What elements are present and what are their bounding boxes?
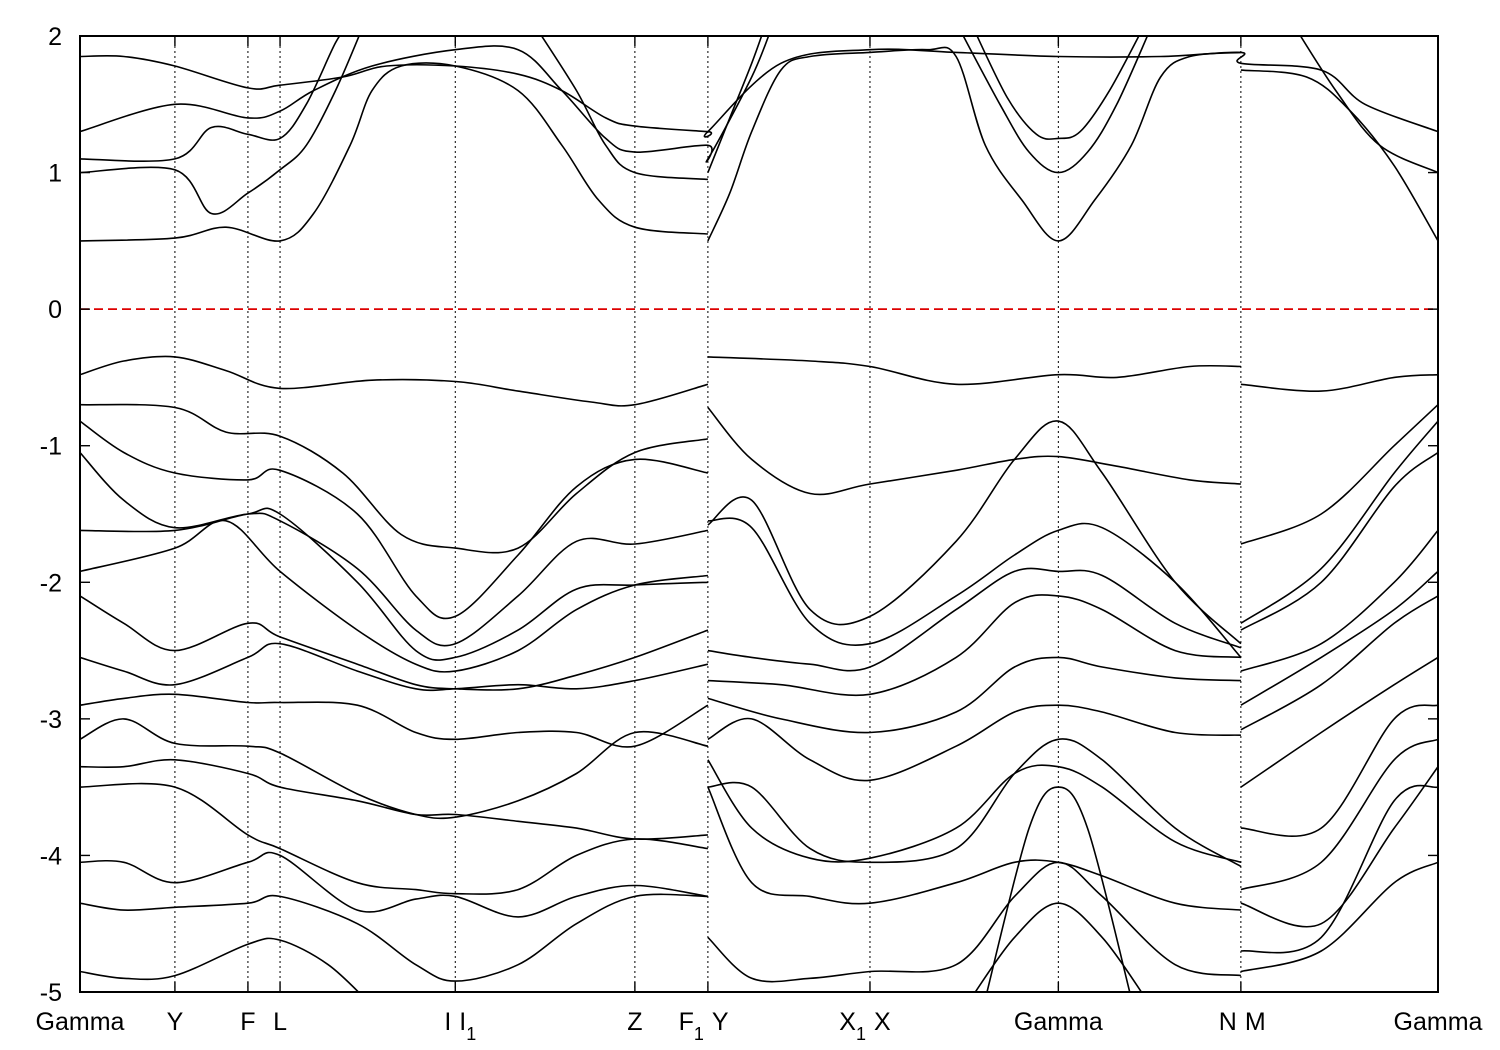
band-line-27: [80, 519, 709, 673]
y-tick-label: -3: [40, 706, 62, 734]
high-symmetry-lines: [174, 36, 1242, 992]
kpoint-label: N: [1219, 1008, 1237, 1036]
band-line-5: [540, 36, 708, 181]
kpoint-label: X1: [839, 1008, 866, 1044]
band-line-44: [1240, 766, 1438, 928]
band-line-36: [80, 693, 709, 748]
kpoint-label-subscript: 1: [466, 1024, 476, 1044]
kpoint-label: X: [874, 1008, 891, 1036]
band-line-22: [707, 517, 1242, 658]
band-line-4: [80, 62, 708, 242]
band-line-41: [1240, 738, 1438, 891]
y-tick-label: 2: [48, 23, 62, 51]
y-tick-label: 0: [48, 296, 62, 324]
band-line-43: [707, 786, 1241, 911]
band-line-53: [1240, 861, 1438, 973]
band-line-42: [80, 758, 708, 840]
band-lines: [80, 36, 1438, 992]
kpoint-label: I1: [459, 1008, 476, 1044]
band-line-49: [80, 937, 360, 992]
band-line-19: [707, 420, 1242, 645]
band-line-23: [1240, 451, 1438, 631]
band-line-28: [707, 594, 1241, 697]
band-line-18: [80, 420, 709, 620]
band-line-15: [80, 403, 709, 554]
y-tick-label: -2: [40, 569, 62, 597]
band-line-46: [1240, 784, 1438, 954]
band-line-2: [80, 36, 341, 162]
band-line-30: [80, 595, 709, 691]
band-line-0: [80, 48, 1438, 138]
band-line-37: [707, 738, 1242, 868]
band-line-13: [707, 356, 1241, 386]
band-line-3: [80, 36, 360, 215]
y-tick-label: -1: [40, 433, 62, 461]
kpoint-label: M: [1245, 1008, 1266, 1036]
band-line-7: [707, 36, 763, 173]
kpoint-label: F: [240, 1008, 255, 1036]
band-line-17: [1240, 404, 1438, 545]
y-axis: 2 1 0 -1 -2 -3 -4 -5: [40, 23, 1439, 1007]
band-line-11: [1299, 36, 1438, 174]
y-tick-label: 1: [48, 160, 62, 188]
kpoint-label-subscript: 1: [856, 1024, 866, 1044]
x-axis-kpath-labels: Gamma Y F L I I1 Z F1 Y X1 X Gamma N M Gamma: [36, 1008, 1483, 1044]
band-line-45: [80, 782, 709, 895]
band-line-33: [80, 642, 709, 692]
kpoint-label: Z: [627, 1008, 642, 1036]
band-line-8: [962, 36, 1149, 174]
kpoint-label: I: [444, 1008, 451, 1036]
band-line-1: [80, 36, 770, 163]
kpoint-label: Gamma: [1014, 1008, 1103, 1036]
band-line-12: [80, 355, 709, 407]
band-line-51: [974, 902, 1143, 992]
kpoint-label-subscript: 1: [694, 1024, 704, 1044]
band-line-6: [707, 46, 1241, 242]
band-line-26: [1240, 529, 1438, 672]
band-line-38: [1240, 704, 1438, 837]
y-tick-label: -5: [40, 979, 62, 1007]
band-line-39: [80, 718, 709, 820]
band-line-14: [1240, 373, 1438, 392]
kpoint-label: Gamma: [36, 1008, 125, 1036]
kpoint-label: Y: [167, 1008, 184, 1036]
band-line-40: [707, 759, 1242, 864]
band-line-29: [1240, 570, 1438, 706]
kpoint-label: L: [273, 1008, 287, 1036]
band-line-48: [80, 893, 708, 982]
band-line-50: [707, 861, 1242, 983]
band-line-24: [80, 507, 708, 661]
band-line-35: [1240, 656, 1438, 788]
band-line-16: [707, 406, 1241, 496]
kpoint-label: Gamma: [1394, 1008, 1483, 1036]
band-line-31: [707, 656, 1241, 734]
band-line-32: [1240, 595, 1438, 731]
plot-frame: [79, 35, 1439, 993]
y-tick-label: -4: [40, 842, 62, 870]
kpoint-label: F1: [679, 1008, 704, 1044]
band-line-25: [707, 567, 1242, 672]
band-line-20: [1240, 420, 1438, 624]
band-line-9: [976, 36, 1140, 140]
band-line-34: [707, 704, 1241, 782]
kpoint-label: Y: [712, 1008, 729, 1036]
